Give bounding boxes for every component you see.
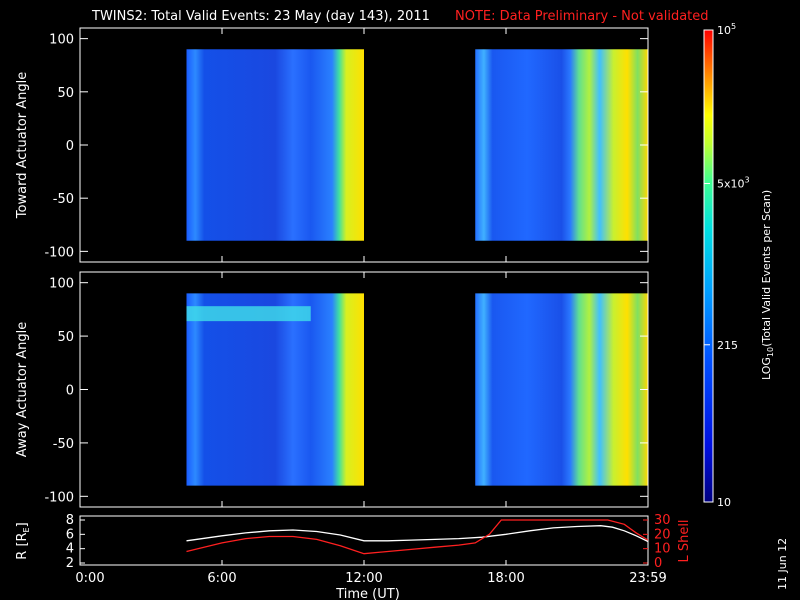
y-tick-label: -100 xyxy=(44,245,74,260)
y-tick-label: 50 xyxy=(57,330,74,345)
y-tick-label-left: 6 xyxy=(66,527,74,542)
heatmap-panel-2: 100 50 0 -50 -100 Away Actuator Angle xyxy=(15,271,649,508)
y-tick-label: -100 xyxy=(44,490,74,505)
x-tick-label: 6:00 xyxy=(207,571,236,586)
y-tick-label-left: 4 xyxy=(66,542,74,557)
y-tick-label-right: 10 xyxy=(654,542,671,557)
colorbar-tick-label: 5x103 xyxy=(717,176,750,191)
y-tick-label-left: 8 xyxy=(66,513,74,528)
colorbar-label: LOG10(Total Valid Events per Scan) xyxy=(760,190,775,380)
y-tick-label: 0 xyxy=(66,384,74,399)
y-tick-label-left: 2 xyxy=(66,556,74,571)
y-tick-label: 0 xyxy=(66,139,74,154)
x-tick-label: 0:00 xyxy=(75,571,104,586)
y-tick-label: 100 xyxy=(49,277,74,292)
r-series-line xyxy=(186,525,648,543)
y-axis-label-right: L Shell xyxy=(677,519,692,562)
x-tick-label: 12:00 xyxy=(345,571,382,586)
heatmap-panel-1: 100 50 0 -50 -100 Toward Actuator Angle xyxy=(15,27,649,263)
y-tick-label: -50 xyxy=(53,437,74,452)
colorbar-tick-label: 105 xyxy=(717,22,736,37)
y-tick-label-right: 0 xyxy=(654,556,662,571)
colorbar: 10 215 5x103 105 LOG10(Total Valid Events p… xyxy=(703,22,775,509)
y-axis-label-left: R [RE] xyxy=(15,522,31,559)
heatmap-segment xyxy=(475,293,648,486)
y-tick-label: 100 xyxy=(49,33,74,48)
x-tick-label: 18:00 xyxy=(487,571,524,586)
lshell-series-line xyxy=(186,519,648,555)
y-axis-label: Away Actuator Angle xyxy=(15,322,30,457)
y-tick-label-right: 30 xyxy=(654,513,671,528)
date-stamp: 11 Jun 12 xyxy=(776,538,789,590)
y-axis-label: Toward Actuator Angle xyxy=(15,72,30,219)
y-tick-label: 50 xyxy=(57,86,74,101)
x-tick-label: 23:59 xyxy=(629,571,666,586)
y-tick-label: -50 xyxy=(53,192,74,207)
heatmap-segment xyxy=(186,293,364,486)
heatmap-band xyxy=(186,306,311,322)
colorbar-tick-label: 215 xyxy=(717,339,738,352)
preliminary-note: NOTE: Data Preliminary - Not validated xyxy=(455,9,709,24)
x-axis-label: Time (UT) xyxy=(335,587,400,600)
colorbar-gradient xyxy=(704,30,713,502)
y-tick-label-right: 20 xyxy=(654,527,671,542)
heatmap-segment xyxy=(475,49,648,241)
figure-title: TWINS2: Total Valid Events: 23 May (day … xyxy=(91,9,430,24)
heatmap-segment xyxy=(186,49,364,241)
colorbar-tick-label: 10 xyxy=(717,496,731,509)
